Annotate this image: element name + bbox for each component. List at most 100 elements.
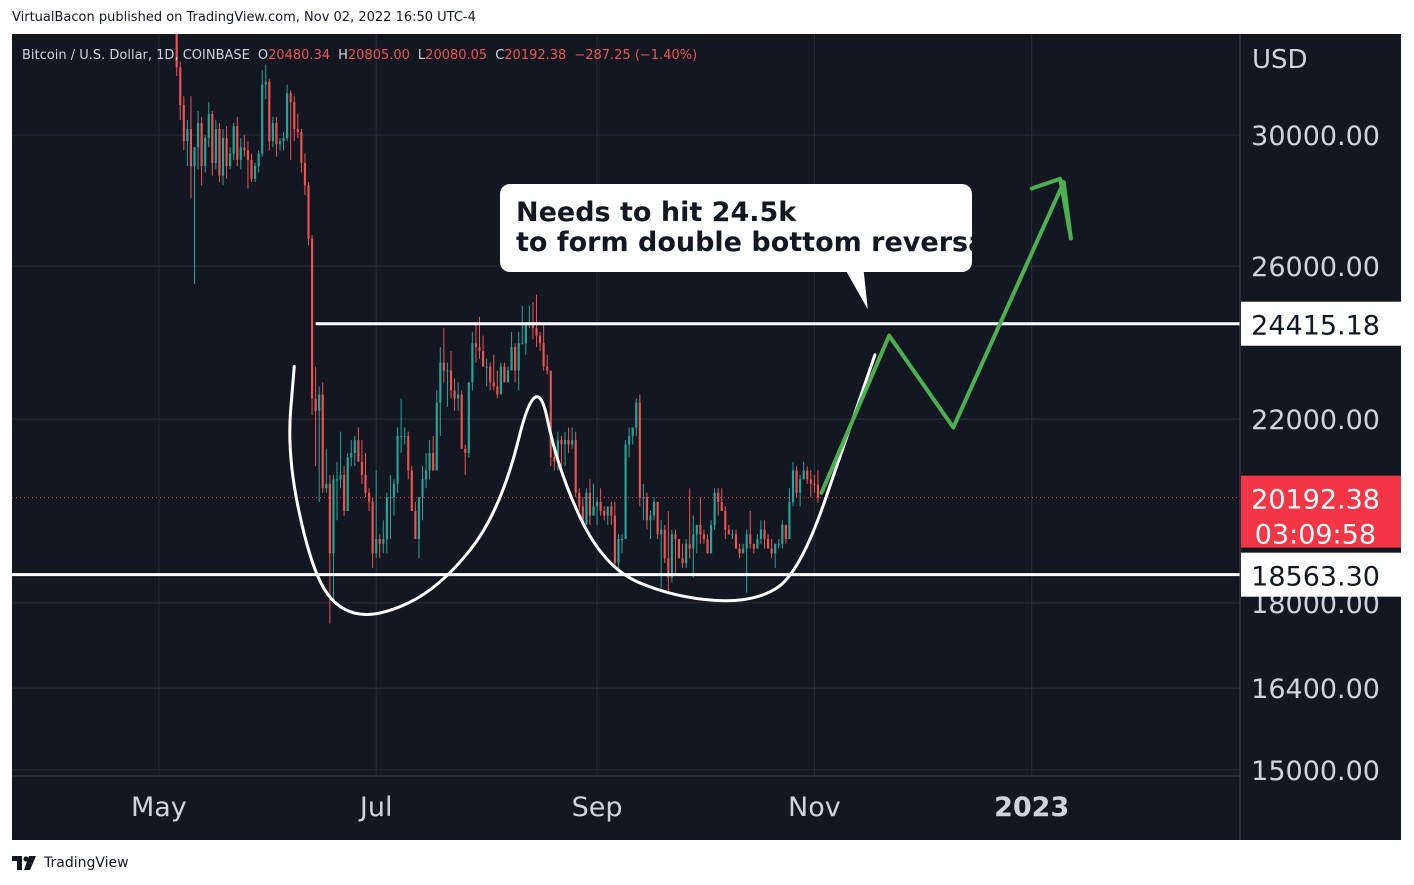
x-tick-label: May [131,792,187,823]
candle-body [777,543,780,545]
candle-body [253,166,257,179]
candle-body [229,153,232,167]
candle-body [446,370,449,372]
candle-body [663,529,666,559]
candle-body [606,506,609,516]
candle-body [392,483,396,498]
candle-body [799,479,802,493]
candle-body [638,402,641,498]
candle-body [702,534,706,540]
candle-body [556,440,559,462]
candle-body [809,479,812,484]
candlesticks [175,34,820,624]
candle-body [364,474,367,493]
annotation-pointer [845,270,868,310]
double-bottom-drawing [288,353,877,616]
candle-body [439,362,442,403]
candle-body [353,440,356,454]
price-axis[interactable]: 30000.0026000.0022000.0018000.0016400.00… [1251,121,1380,787]
candle-body [478,347,481,351]
candle-body [734,534,738,549]
candle-body [645,497,649,521]
candle-body [357,440,360,462]
candle-body [243,147,246,151]
y-tick-label: 30000.00 [1251,121,1380,152]
candle-body [595,501,599,507]
candle-body [770,548,773,554]
candle-body [339,474,342,480]
candle-body [481,350,485,367]
candle-body [225,138,228,167]
candle-body [610,506,613,516]
support-badge-label: 18563.30 [1251,562,1380,593]
candle-body [221,138,225,176]
ohlc-legend: Bitcoin / U.S. Dollar, 1D, COINBASE O2048… [22,48,697,63]
candle-body [350,453,353,458]
candle-body [289,93,292,103]
candle-body [784,524,787,540]
candle-body [328,483,331,554]
candle-body [738,548,741,554]
candle-body [617,539,620,564]
candle-body [724,510,727,530]
time-axis[interactable]: May Jul Sep Nov 2023 [131,792,1069,823]
candle-body [257,153,260,167]
candle-body [756,539,759,549]
price-chart[interactable]: Needs to hit 24.5k to form double bottom… [12,34,1401,840]
x-tick-label: Jul [358,792,393,823]
candle-body [791,470,795,502]
resistance-badge-label: 24415.18 [1251,311,1380,342]
candle-body [759,529,763,540]
candle-body [521,343,524,345]
candle-body [685,543,688,564]
candle-body [282,138,285,142]
candle-body [261,84,264,154]
candle-body [795,470,798,493]
candle-body [585,492,588,525]
candle-body [695,524,698,535]
candle-body [442,362,445,371]
candle-body [211,113,214,163]
candle-body [613,515,616,564]
candle-body [449,370,453,391]
candle-body [214,128,217,163]
candle-body [517,343,520,371]
candle-body [506,370,510,383]
candle-body [204,138,207,167]
support-badge [1241,552,1401,597]
countdown-label: 03:09:58 [1255,520,1376,551]
candle-body [649,515,652,521]
x-tick-label: Nov [788,792,841,823]
last-price-badge [1241,475,1401,548]
candle-body [546,366,549,371]
candle-body [485,366,488,368]
candle-body [503,366,506,383]
y-tick-label: 16400.00 [1251,674,1380,705]
candle-body [656,501,659,535]
candle-body [335,479,339,481]
candle-body [603,510,606,516]
candle-body [378,539,381,544]
candle-body [346,457,349,511]
candle-body [460,394,463,449]
tradingview-logo-icon [12,856,36,870]
chart-frame[interactable]: Needs to hit 24.5k to form double bottom… [12,34,1401,840]
candle-body [414,510,417,540]
candle-body [428,453,431,471]
legend-symbol: Bitcoin / U.S. Dollar, 1D, COINBASE [22,48,250,63]
candle-body [599,501,602,511]
candle-body [310,238,314,399]
candle-body [300,132,303,163]
y-tick-label: 15000.00 [1251,756,1380,787]
candle-body [816,484,820,498]
candle-body [232,125,235,154]
candle-body [802,470,805,480]
footer-brand: TradingView [44,855,129,871]
candle-body [389,497,392,499]
candle-body [499,366,502,395]
candle-body [660,529,663,535]
candle-body [717,492,720,502]
candle-body [200,122,203,167]
candle-body [542,343,545,367]
candle-body [182,105,185,142]
